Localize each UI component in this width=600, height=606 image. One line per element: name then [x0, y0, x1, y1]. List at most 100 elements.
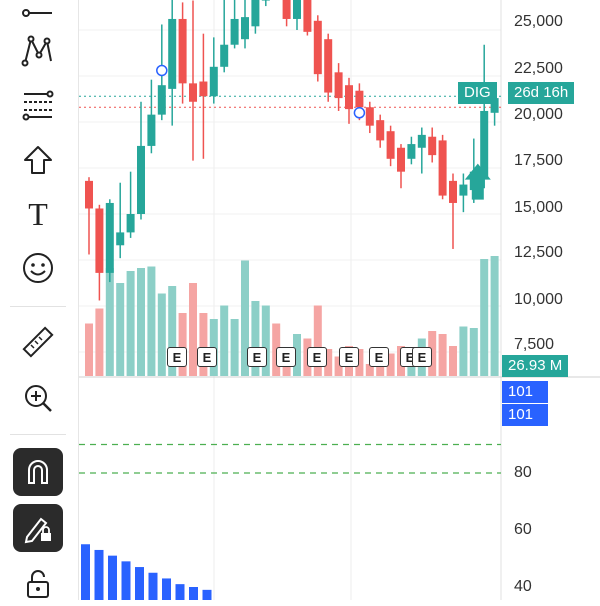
- volume-bar: [126, 271, 135, 376]
- indicator-bar: [189, 587, 198, 600]
- candle-body: [355, 90, 364, 108]
- arrow-shape-tool[interactable]: [11, 138, 65, 182]
- zoom-in-tool[interactable]: [11, 376, 65, 420]
- price-tick-label: 12,500: [514, 244, 563, 261]
- price-tick-label: 22,500: [514, 60, 563, 77]
- volume-bar: [261, 305, 270, 376]
- countdown-tag: 26d 16h: [507, 82, 575, 104]
- earnings-marker[interactable]: E: [307, 347, 327, 367]
- candle-body: [85, 180, 93, 209]
- volume-bar: [459, 326, 468, 376]
- fib-retracement-tool[interactable]: [11, 82, 65, 126]
- trend-line-tool[interactable]: [11, 0, 65, 28]
- candle-body: [428, 136, 437, 156]
- candle-body: [376, 120, 385, 141]
- volume-bar: [313, 305, 322, 376]
- candle-body: [365, 107, 374, 126]
- volume-bar: [116, 283, 125, 376]
- volume-bar: [189, 283, 197, 376]
- candle-body: [324, 39, 333, 93]
- volume-bar: [137, 268, 145, 376]
- volume-bar: [293, 334, 301, 376]
- candle-body: [220, 44, 229, 67]
- indicator-value-label: 101: [508, 406, 534, 423]
- volume-bar: [220, 305, 229, 376]
- toolbar-divider: [10, 306, 66, 307]
- volume-bar: [490, 256, 499, 376]
- indicator-value-tag: 101: [502, 381, 548, 403]
- ruler-tool[interactable]: [11, 320, 65, 364]
- lock-drawing-tool[interactable]: [13, 504, 63, 552]
- pattern-tool[interactable]: [11, 28, 65, 72]
- volume-bar: [428, 331, 437, 376]
- volume-bar: [365, 364, 374, 376]
- candle-body: [334, 72, 343, 99]
- candle-body: [313, 20, 322, 75]
- price-chart[interactable]: [79, 0, 600, 600]
- candle-body: [157, 85, 166, 115]
- earnings-marker[interactable]: E: [369, 347, 389, 367]
- candle-body: [417, 134, 426, 148]
- volume-bar: [480, 259, 489, 376]
- zoom-in-icon: [25, 385, 52, 412]
- candle-body: [209, 66, 218, 97]
- candle-body: [230, 18, 239, 45]
- candle-body: [490, 98, 499, 113]
- buy-arrow-marker: [464, 163, 491, 200]
- magnet-tool[interactable]: [13, 448, 63, 496]
- candle-body: [189, 83, 197, 102]
- volume-bar: [168, 286, 177, 376]
- indicator-bar: [148, 572, 158, 600]
- countdown-label: 26d 16h: [514, 84, 569, 101]
- chart-area[interactable]: 25,000 22,500 20,000 17,500 15,000 12,50…: [79, 0, 600, 600]
- price-tick-label: 25,000: [514, 13, 563, 30]
- volume-bar: [157, 293, 166, 376]
- volume-label: 26.93 M: [508, 357, 563, 374]
- indicator-bar: [108, 555, 117, 600]
- unlock-tool[interactable]: [11, 562, 65, 606]
- earnings-marker[interactable]: E: [247, 347, 267, 367]
- candle-body: [178, 18, 187, 84]
- indicator-bar: [121, 561, 131, 600]
- earnings-marker[interactable]: E: [276, 347, 296, 367]
- indicator-bar: [175, 584, 185, 600]
- fib-retracement-icon: [22, 90, 54, 121]
- earnings-marker[interactable]: E: [412, 347, 432, 367]
- toolbar-divider: [10, 434, 66, 435]
- volume-bar: [105, 268, 114, 376]
- candle-body: [126, 214, 135, 233]
- candle-body: [105, 202, 114, 273]
- text-tool[interactable]: T: [11, 192, 65, 236]
- volume-bar: [334, 356, 343, 376]
- volume-bar: [241, 260, 249, 376]
- trend-line-icon: [22, 9, 52, 17]
- price-tick-label: 10,000: [514, 291, 563, 308]
- candle-body: [147, 114, 156, 146]
- pattern-icon: [21, 35, 52, 67]
- price-tick-label: 20,000: [514, 106, 563, 123]
- candle-body: [95, 208, 104, 273]
- candle-body: [241, 17, 249, 40]
- earnings-marker[interactable]: E: [339, 347, 359, 367]
- candle-body: [199, 81, 208, 97]
- price-tick-label: 7,500: [514, 336, 555, 353]
- arrow-up-shape-icon: [24, 146, 52, 174]
- volume-bar: [147, 266, 156, 376]
- candle-body: [303, 0, 312, 32]
- earnings-marker[interactable]: E: [167, 347, 187, 367]
- volume-bar: [85, 323, 93, 376]
- unlock-icon: [27, 570, 49, 598]
- candle-body: [282, 0, 291, 19]
- candle-body: [137, 145, 145, 214]
- indicator-tick-label: 40: [514, 578, 532, 595]
- ruler-icon: [22, 326, 54, 358]
- indicator-bar: [202, 589, 212, 600]
- volume-bar: [469, 328, 478, 376]
- emoji-tool[interactable]: [11, 246, 65, 290]
- earnings-marker[interactable]: E: [197, 347, 217, 367]
- volume-bar: [178, 313, 187, 376]
- volume-bar: [449, 346, 457, 376]
- volume-bar: [324, 349, 333, 376]
- indicator-bar: [94, 549, 104, 600]
- candle-body: [116, 232, 125, 246]
